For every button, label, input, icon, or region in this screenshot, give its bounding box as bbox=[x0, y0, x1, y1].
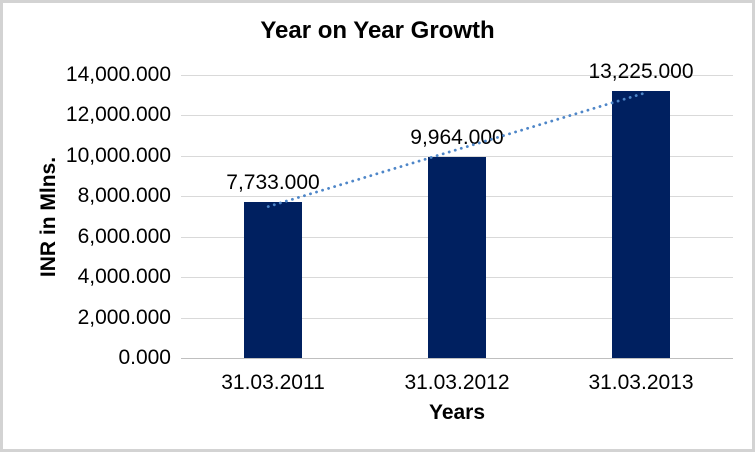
x-tick-label: 31.03.2012 bbox=[404, 371, 510, 394]
bar bbox=[244, 202, 302, 358]
y-tick-label: 14,000.000 bbox=[65, 63, 171, 86]
y-tick-label: 12,000.000 bbox=[65, 103, 171, 126]
bar bbox=[612, 91, 670, 358]
y-tick-label: 8,000.000 bbox=[77, 184, 171, 207]
chart-title: Year on Year Growth bbox=[260, 17, 495, 44]
bar-data-label: 9,964.000 bbox=[410, 126, 504, 149]
x-axis-line bbox=[181, 358, 733, 359]
x-axis-title: Years bbox=[428, 401, 486, 424]
y-tick-label: 0.000 bbox=[118, 346, 171, 369]
bar-data-label: 7,733.000 bbox=[226, 171, 320, 194]
y-tick-label: 6,000.000 bbox=[77, 225, 171, 248]
x-tick-label: 31.03.2013 bbox=[588, 371, 694, 394]
bar-data-label: 13,225.000 bbox=[588, 60, 694, 83]
y-gridline bbox=[181, 75, 733, 76]
y-tick-label: 10,000.000 bbox=[65, 144, 171, 167]
x-tick-label: 31.03.2011 bbox=[221, 371, 325, 394]
y-tick-label: 2,000.000 bbox=[77, 306, 171, 329]
y-tick-label: 4,000.000 bbox=[77, 265, 171, 288]
bar bbox=[428, 157, 486, 358]
